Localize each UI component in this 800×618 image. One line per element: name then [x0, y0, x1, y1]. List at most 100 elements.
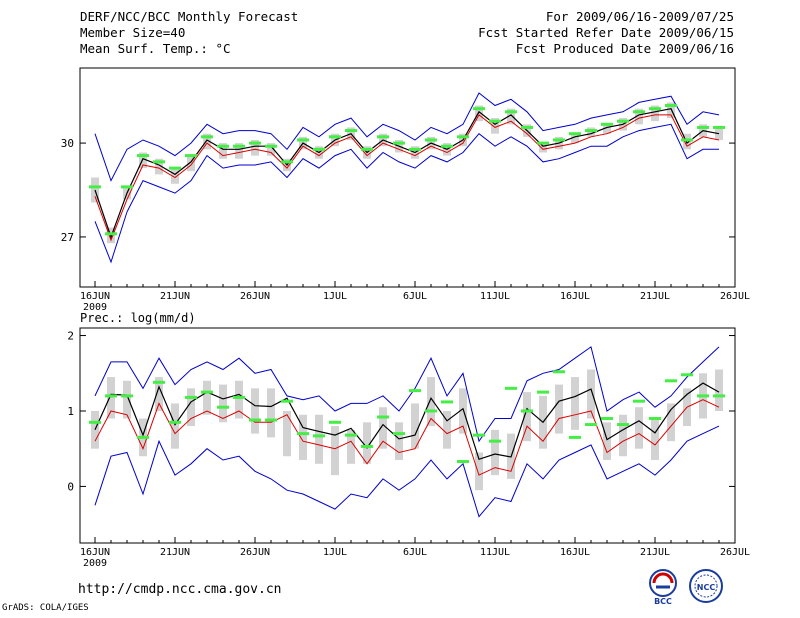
green-marker: [297, 138, 309, 142]
y-tick-label: 1: [67, 405, 74, 418]
ensemble-median-line: [94, 114, 720, 242]
green-marker: [265, 418, 277, 422]
green-marker: [697, 394, 709, 398]
x-tick-label: 16JUN: [80, 547, 110, 558]
header-right: For 2009/06/16-2009/07/25 Fcst Started R…: [478, 9, 734, 57]
spread-box: [155, 158, 163, 175]
grads-credit: GrADS: COLA/IGES: [2, 603, 89, 613]
x-tick-label: 6JUL: [403, 547, 427, 558]
ensemble-max-line: [94, 346, 720, 443]
temperature-panel: 27 30 16JUN 21JUN 26JUN 1JUL 6JUL 11JUL 16JUL 21J…: [61, 67, 750, 313]
green-marker: [649, 417, 661, 421]
green-marker: [585, 129, 597, 133]
y-tick-label: 0: [67, 480, 74, 493]
spread-box: [171, 403, 179, 449]
ncc-logo-text: NCC: [697, 583, 716, 592]
bcc-logo-arc: [652, 572, 674, 584]
green-marker: [361, 444, 373, 448]
variable-label: Mean Surf. Temp.: °C: [80, 41, 231, 56]
source-url[interactable]: http://cmdp.ncc.cma.gov.cn: [78, 582, 282, 597]
green-marker: [505, 386, 517, 390]
green-marker: [521, 125, 533, 129]
green-marker: [329, 135, 341, 139]
plot-frame: [79, 327, 736, 544]
green-marker: [169, 420, 181, 424]
green-marker: [233, 144, 245, 148]
spread-box: [443, 410, 451, 449]
green-marker: [169, 166, 181, 170]
x-tick-label: 26JUL: [720, 547, 750, 558]
green-marker: [633, 399, 645, 403]
green-marker: [233, 395, 245, 399]
spread-box: [651, 418, 659, 461]
green-marker: [425, 409, 437, 413]
forecast-period: For 2009/06/16-2009/07/25: [545, 9, 734, 24]
spread-box: [491, 118, 499, 134]
x-tick-label: 11JUL: [480, 291, 510, 302]
spread-box: [123, 380, 131, 419]
x-tick-label: 26JUL: [720, 291, 750, 302]
x-tick-label: 16JUL: [560, 291, 590, 302]
green-marker: [537, 141, 549, 145]
green-marker: [217, 405, 229, 409]
green-marker: [361, 147, 373, 151]
spread-box: [683, 133, 691, 150]
green-marker: [281, 399, 293, 403]
x-tick-label: 26JUN: [240, 291, 270, 302]
green-marker: [713, 125, 725, 129]
green-marker: [409, 389, 421, 393]
green-marker: [89, 185, 101, 189]
green-marker: [281, 160, 293, 164]
ncc-logo-inner-ring: [694, 574, 718, 598]
spread-box: [155, 377, 163, 411]
green-marker: [105, 394, 117, 398]
green-marker: [297, 432, 309, 436]
green-marker: [665, 379, 677, 383]
green-marker: [425, 138, 437, 142]
green-marker: [697, 125, 709, 129]
spread-box: [171, 168, 179, 184]
x-tick-label: 1JUL: [323, 291, 347, 302]
spread-box: [347, 429, 355, 464]
spread-box: [571, 377, 579, 430]
green-marker: [617, 119, 629, 123]
green-marker: [569, 435, 581, 439]
green-marker: [265, 144, 277, 148]
green-marker: [489, 439, 501, 443]
green-marker: [457, 460, 469, 464]
green-marker: [441, 400, 453, 404]
green-marker: [457, 135, 469, 139]
y-tick-label: 27: [61, 231, 74, 244]
spread-box: [715, 369, 723, 411]
green-marker: [137, 435, 149, 439]
spread-box: [395, 422, 403, 461]
green-marker: [537, 390, 549, 394]
ensemble-mean-line: [94, 108, 720, 239]
forecast-produced-date: Fcst Produced Date 2009/06/16: [515, 41, 734, 56]
green-marker: [441, 144, 453, 148]
green-marker: [713, 394, 725, 398]
green-marker: [137, 154, 149, 158]
green-marker: [217, 144, 229, 148]
spread-box: [491, 429, 499, 476]
bcc-logo: BCC: [649, 569, 677, 606]
spread-box: [235, 143, 243, 159]
x-tick-label: 26JUN: [240, 547, 270, 558]
x-tick-label: 11JUL: [480, 547, 510, 558]
green-marker: [601, 417, 613, 421]
spread-box: [603, 124, 611, 134]
x-tick-label: 21JUN: [160, 291, 190, 302]
y-tick-label: 2: [67, 330, 74, 343]
green-marker: [393, 141, 405, 145]
green-marker: [313, 147, 325, 151]
spread-box: [331, 426, 339, 476]
spread-box: [427, 377, 435, 427]
green-marker: [585, 423, 597, 427]
spread-box: [203, 133, 211, 150]
green-marker: [489, 119, 501, 123]
ensemble-max-line: [94, 92, 720, 182]
spread-box: [475, 452, 483, 491]
green-marker: [185, 154, 197, 158]
green-marker: [201, 135, 213, 139]
spread-box: [283, 410, 291, 457]
